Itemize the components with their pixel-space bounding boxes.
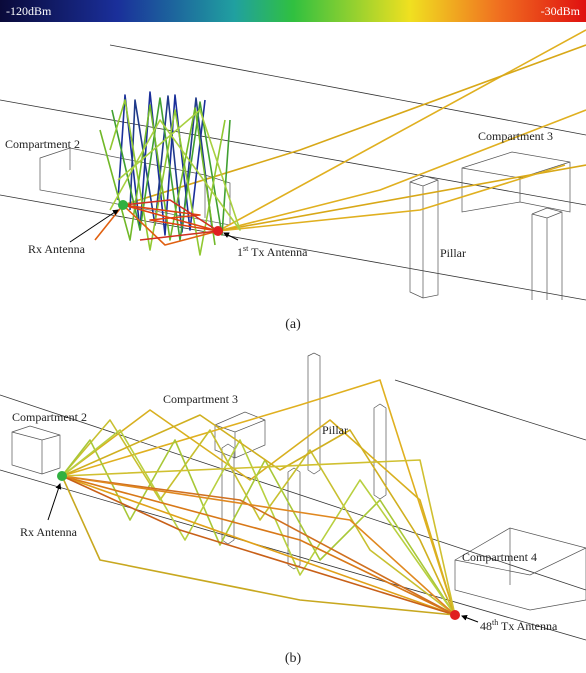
label: 1st Tx Antenna [237, 244, 308, 259]
panel-a-compartment-2-label: Compartment 2 [5, 137, 80, 151]
wall-line [395, 380, 586, 440]
panel-a-caption-label: (a) [285, 317, 301, 332]
panel-b-compartment-3-label: Compartment 3 [163, 392, 238, 406]
panel-b-compartment-4-label: Compartment 4 [462, 550, 537, 564]
wireframe [462, 152, 570, 212]
antenna-marker [118, 200, 128, 210]
panel-a-pillar-label: Pillar [440, 246, 466, 260]
panel-a-rx-antenna-label: Rx Antenna [28, 242, 86, 256]
antenna-marker [450, 610, 460, 620]
pointer-arrow [224, 233, 238, 240]
tx-antenna-rest-label: Tx Antenna [498, 619, 558, 633]
pointer-arrow [48, 484, 60, 520]
ray-path [62, 476, 455, 615]
panel: Compartment 2 Compartment 3 Rx Antenna 1… [0, 30, 586, 332]
panel-b-compartment-2-label: Compartment 2 [12, 410, 87, 424]
panel: Compartment 3 Pillar Compartment 2 Rx An… [0, 353, 586, 666]
figure: -120dBm -30dBm Compartment 2 Compartment… [0, 0, 586, 673]
tx-antenna-number-label: 48 [480, 619, 492, 633]
colorbar [0, 0, 586, 22]
wireframe [455, 528, 586, 610]
wall-line [110, 45, 586, 135]
panel-b-pillar-label: Pillar [322, 423, 348, 437]
antenna-marker [213, 226, 223, 236]
panel-a-compartment-3-label: Compartment 3 [478, 129, 553, 143]
pointer-arrow [70, 210, 118, 242]
label: 48th Tx Antenna [480, 618, 558, 633]
colorbar-max-label-label: -30dBm [541, 4, 581, 18]
antenna-marker [57, 471, 67, 481]
colorbar-min-label-label: -120dBm [6, 4, 52, 18]
panel-b-caption-label: (b) [285, 651, 302, 666]
wireframe [532, 208, 562, 300]
panel-b-rx-antenna-label: Rx Antenna [20, 525, 78, 539]
pointer-arrow [462, 616, 478, 622]
wireframe [12, 426, 60, 474]
tx-antenna-rest-label: Tx Antenna [248, 245, 308, 259]
ray-path [62, 440, 455, 615]
